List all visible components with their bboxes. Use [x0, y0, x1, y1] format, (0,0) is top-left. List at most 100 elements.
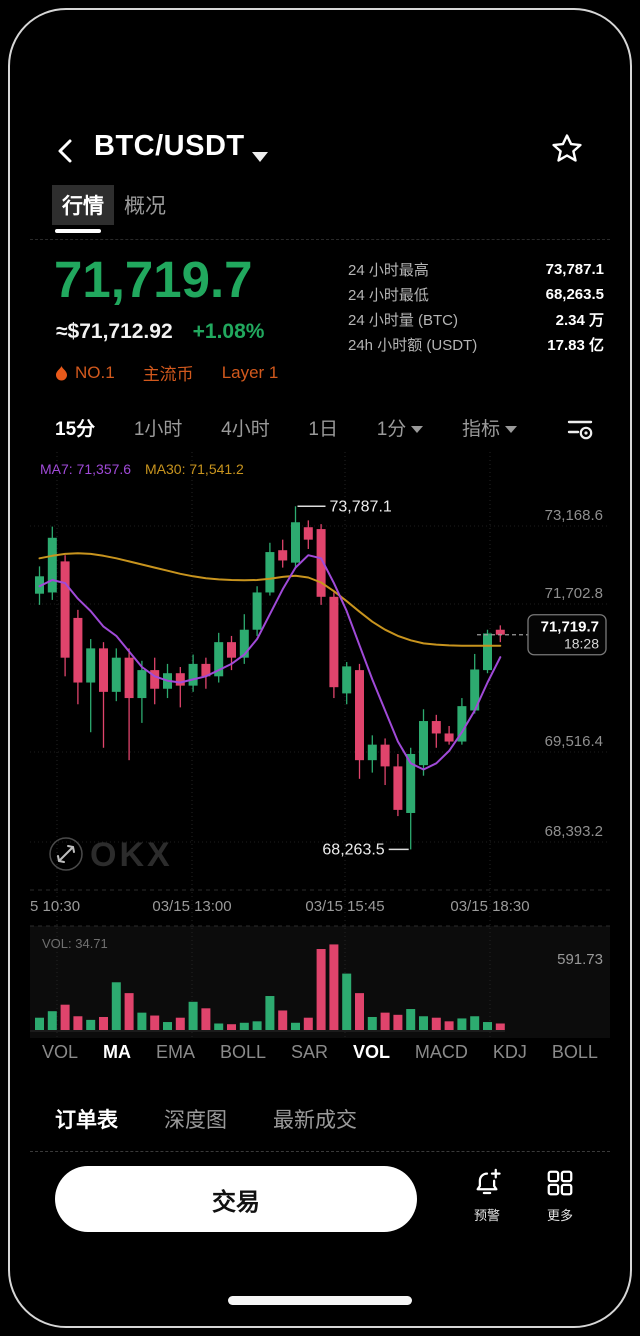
divider	[30, 239, 610, 240]
ma30-legend: MA30: 71,541.2	[145, 461, 244, 477]
trade-button[interactable]: 交易	[55, 1166, 417, 1232]
volume-axis-label: 591.73	[557, 951, 603, 968]
bell-plus-icon	[476, 1168, 501, 1195]
expand-icon-arrow	[58, 846, 74, 862]
candle-body	[329, 596, 339, 688]
candle-body	[124, 657, 134, 699]
candle-body	[201, 663, 211, 677]
indicator-tab-ma-1[interactable]: MA	[103, 1042, 131, 1062]
candle-body	[316, 529, 326, 597]
candle-body	[99, 648, 108, 692]
stat-label: 24h 小时额 (USDT)	[348, 337, 478, 354]
indicator-tab-macd-6[interactable]: MACD	[414, 1042, 468, 1062]
indicator-tab-vol-5[interactable]: VOL	[352, 1042, 390, 1062]
volume-bar	[137, 1012, 147, 1030]
candle-body	[495, 629, 505, 635]
flame-icon	[56, 364, 67, 380]
timeframe-1日[interactable]: 1日	[308, 414, 338, 441]
volume-bar	[265, 996, 275, 1030]
price-chart[interactable]: OKX MA7: 71,357.6 MA30: 71,541.2 73,168.6 71…	[30, 452, 610, 1040]
volume-bar	[342, 973, 352, 1030]
candle-body	[188, 663, 198, 686]
favorite-star-icon[interactable]	[550, 132, 584, 166]
indicator-tab-boll-8[interactable]: BOLL	[551, 1042, 598, 1062]
back-button[interactable]	[52, 136, 78, 166]
chevron-down-icon	[504, 425, 517, 433]
badge-label: NO.1	[75, 362, 115, 382]
badge-no.1[interactable]: NO.1	[55, 363, 115, 383]
timeframe-label: 15分	[55, 419, 96, 440]
last-price-box-time: 18:28	[564, 636, 599, 652]
last-price: 71,719.7	[54, 251, 253, 308]
badge-label: 主流币	[142, 365, 194, 384]
x-axis-label: 03/15 18:30	[450, 898, 529, 915]
order-tab-深度图[interactable]: 深度图	[164, 1109, 227, 1132]
candle-body	[393, 766, 403, 810]
indicator-tab-kdj-7[interactable]: KDJ	[492, 1042, 527, 1062]
indicator-tab-row: VOL MA EMA BOLL SAR VOL MACD KDJ BOLL	[42, 1042, 598, 1063]
ma7-line	[38, 554, 502, 771]
last-price-box-value: 71,719.7	[541, 619, 599, 636]
candle-body	[483, 633, 492, 671]
timeframe-1分[interactable]: 1分	[377, 414, 424, 441]
indicator-tab-ema-2[interactable]: EMA	[155, 1042, 195, 1062]
volume-bar	[483, 1022, 492, 1030]
candle-body	[239, 629, 249, 658]
indicator-tab-sar-4[interactable]: SAR	[290, 1042, 328, 1062]
timeframe-1小时[interactable]: 1小时	[134, 414, 183, 441]
page-title: BTC/USDT	[94, 130, 245, 162]
candle-body	[278, 550, 288, 561]
more-label: 更多	[546, 1208, 573, 1223]
volume-bar	[175, 1017, 185, 1030]
volume-bar	[163, 1022, 172, 1030]
chart-settings-icon[interactable]	[566, 416, 594, 442]
volume-bar	[316, 949, 326, 1030]
timeframe-row: 15分 1小时 4小时 1日 1分 指标	[55, 414, 517, 441]
candle-body	[431, 721, 441, 734]
volume-bar	[470, 1016, 480, 1030]
fiat-price: ≈$71,712.92	[56, 320, 173, 343]
y-axis-label: 71,702.8	[545, 585, 603, 602]
stat-value: 73,787.1	[545, 261, 604, 278]
volume-bar	[35, 1017, 44, 1030]
alert-label: 预警	[473, 1208, 500, 1223]
volume-bar	[367, 1016, 377, 1030]
indicator-tab-vol-0[interactable]: VOL	[42, 1042, 79, 1062]
stat-label: 24 小时最高	[348, 262, 429, 279]
timeframe-指标[interactable]: 指标	[462, 414, 517, 441]
volume-bar	[495, 1023, 505, 1030]
candle-body	[137, 670, 147, 699]
expand-icon[interactable]	[49, 837, 83, 871]
candle-body	[355, 670, 364, 761]
candle-body	[214, 642, 224, 677]
alert-button[interactable]: 预警	[459, 1168, 515, 1224]
tab-market[interactable]: 行情	[52, 185, 114, 225]
volume-bar	[380, 1012, 390, 1030]
indicator-tab-boll-3[interactable]: BOLL	[219, 1042, 266, 1062]
timeframe-label: 1分	[376, 419, 407, 440]
volume-bar	[291, 1022, 300, 1030]
volume-bar	[431, 1017, 441, 1030]
badge-layer-1[interactable]: Layer 1	[222, 363, 279, 383]
timeframe-4小时[interactable]: 4小时	[221, 414, 270, 441]
more-button[interactable]: 更多	[532, 1168, 588, 1224]
volume-bar	[111, 982, 121, 1030]
pair-selector-caret-icon[interactable]	[252, 152, 268, 162]
timeframe-15分[interactable]: 15分	[55, 414, 95, 441]
tab-overview[interactable]: 概况	[124, 195, 166, 218]
volume-bar	[47, 1011, 57, 1030]
stat-value: 17.83 亿	[547, 337, 604, 354]
volume-bar	[239, 1022, 249, 1030]
stat-row: 24 小时量 (BTC) 2.34 万	[348, 307, 604, 332]
candle-body	[111, 657, 121, 692]
y-axis-label: 73,168.6	[545, 507, 603, 524]
order-tab-最新成交[interactable]: 最新成交	[273, 1109, 357, 1132]
badge-主流币[interactable]: 主流币	[143, 360, 194, 385]
candle-body	[380, 744, 390, 767]
volume-bar	[419, 1016, 428, 1030]
order-tab-订单表[interactable]: 订单表	[55, 1109, 118, 1132]
x-axis-label: 03/15 15:45	[305, 898, 384, 915]
price-subrow: ≈$71,712.92 +1.08%	[56, 320, 264, 344]
grid-icon	[547, 1170, 573, 1196]
